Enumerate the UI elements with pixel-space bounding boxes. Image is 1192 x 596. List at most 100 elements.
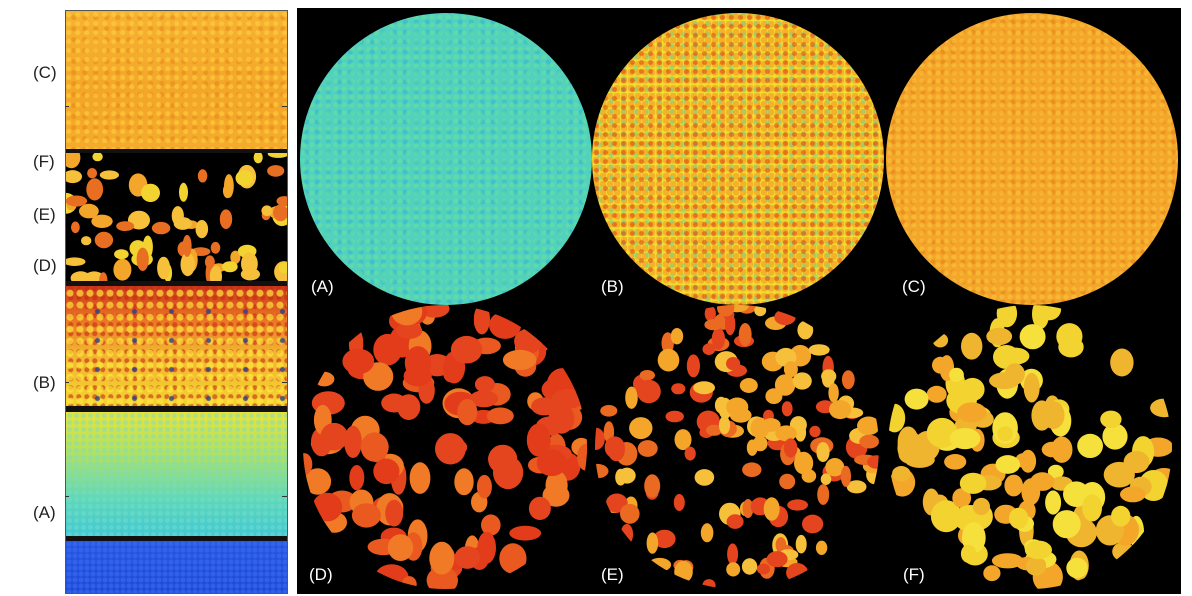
pore-grain [907,433,925,460]
pore-grain [474,376,495,393]
pore-grain [997,426,1013,442]
pore-grain [816,442,830,462]
pore-grain [684,446,696,461]
pore-grain [531,397,558,416]
strip-gap [66,281,287,286]
strip-gap [66,536,287,541]
pore-grain [241,252,258,275]
pore-grain [396,322,423,339]
pore-grain [801,469,817,483]
pore-grain [657,348,680,372]
strip-label-d: (D) [33,256,57,275]
pore-grain [210,241,221,254]
pore-grain [349,465,365,491]
pore-grain [821,369,837,384]
pore-grain [141,183,160,203]
pore-grain [360,432,389,462]
pore-grain [725,313,736,336]
pore-grain [795,534,807,554]
pore-grain [235,170,254,186]
pore-grain [859,434,879,449]
pore-grain [706,424,723,436]
pore-grain [700,523,714,543]
pore-grain [267,165,285,177]
pore-grain [66,257,86,266]
pore-grain [739,378,758,393]
pore-grain [702,343,716,355]
pore-grain [488,444,518,474]
pore-grain [1082,494,1102,522]
pore-grain [620,503,640,524]
pore-grain [116,221,135,231]
pore-grain [312,492,343,522]
pore-grain [972,497,991,516]
pore-grain [1045,490,1062,515]
pore-grain [342,348,375,375]
pore-grain [797,320,814,340]
pore-grain [157,256,171,280]
pore-grain [179,182,188,202]
pore-grain [653,529,676,549]
pore-grain [670,328,684,345]
panel-label-f: (F) [903,565,925,584]
pore-grain [991,553,1024,569]
pore-grain [91,214,113,228]
axis-tick [282,496,287,497]
pore-grain [94,231,114,249]
pore-grain [704,305,716,322]
pore-grain [665,410,684,423]
pore-grain [620,523,634,545]
pore-grain [718,415,731,435]
pore-grain [526,423,551,457]
pore-grain [763,497,780,521]
pore-grain [944,454,967,470]
pore-grain [314,371,335,387]
axis-tick [65,382,69,383]
strip-porous-svg [66,147,287,289]
pore-grain [1066,557,1088,579]
pore-grain [373,458,400,485]
pore-grain [1120,486,1146,503]
pore-grain [1024,540,1052,560]
pore-grain [71,221,80,234]
pore-grain [419,305,450,318]
pore-grain [960,377,985,402]
pore-grain [820,473,832,485]
cross-section-d [303,305,587,589]
pore-grain [1058,336,1084,358]
pore-grain [81,236,92,246]
pore-grain [661,332,674,354]
pore-grain [1004,474,1023,497]
axis-tick [65,106,69,107]
pore-grain [66,147,81,169]
pore-grain [794,423,807,442]
pore-grain [952,488,972,508]
axis-tick [282,382,287,383]
pore-grain [815,540,828,555]
strip-band-a [66,412,287,536]
porous-sections-svg [303,305,1172,589]
pore-grain [766,551,788,568]
pore-grain [344,425,362,458]
pore-grain [204,255,215,269]
pore-grain [741,558,758,575]
pore-grain [409,462,431,494]
pore-grain [381,393,407,413]
pore-grain [1102,423,1128,450]
pore-grain [1008,507,1029,529]
pore-grain [646,532,659,554]
pore-grain [114,249,129,260]
pore-grain [867,455,879,469]
pore-grain [892,466,911,482]
strip-label-a: (A) [33,503,56,522]
pore-grain [711,327,725,350]
pore-grain [351,503,381,528]
pore-grain [180,252,195,277]
pore-grain [726,397,749,417]
pore-grain [607,439,625,462]
pore-grain [1051,436,1073,463]
pore-grain [1023,372,1040,403]
pore-grain [727,543,739,565]
pore-grain [595,463,609,479]
pore-grain [828,383,839,403]
